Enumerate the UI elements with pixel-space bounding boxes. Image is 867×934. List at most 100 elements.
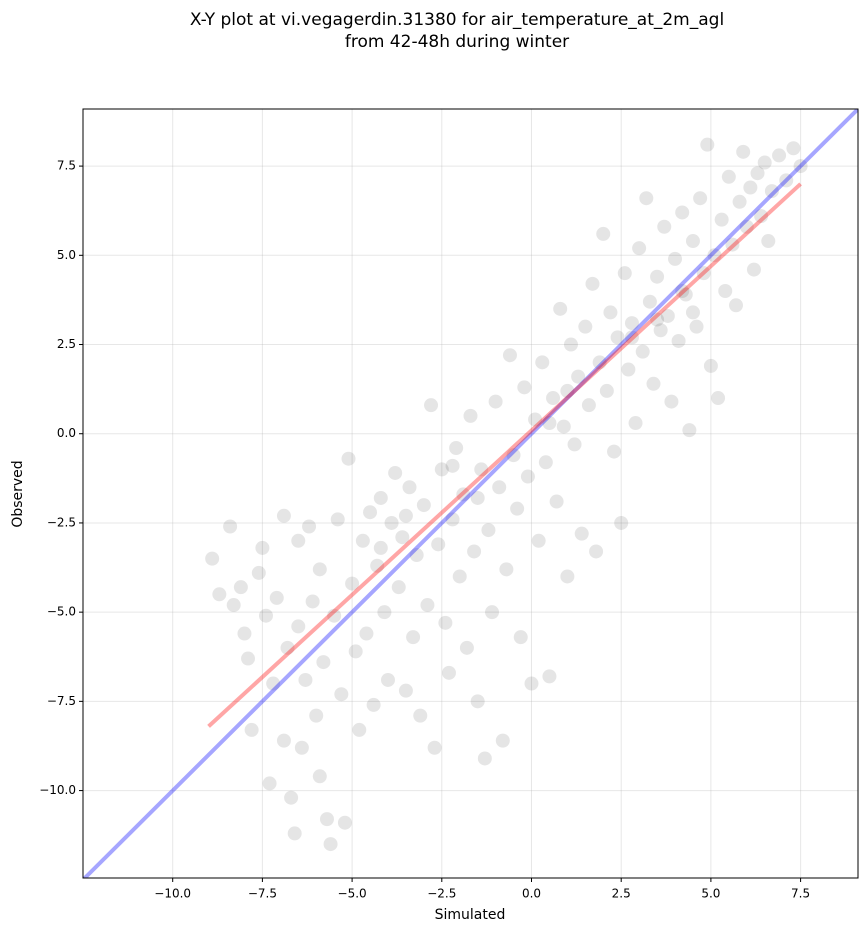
point: [474, 462, 489, 477]
point: [510, 501, 525, 516]
point: [675, 205, 690, 220]
line: [207, 182, 802, 728]
point: [614, 515, 629, 530]
point: [711, 391, 726, 406]
point: [678, 287, 693, 302]
point: [668, 251, 683, 266]
point: [628, 416, 643, 431]
point: [696, 266, 711, 281]
point: [287, 826, 302, 841]
point: [750, 166, 765, 181]
point: [424, 398, 439, 413]
point: [700, 137, 715, 152]
point: [352, 722, 367, 737]
point: [520, 469, 535, 484]
point: [449, 441, 464, 456]
point: [441, 665, 456, 680]
point: [223, 519, 238, 534]
point: [685, 234, 700, 249]
point: [528, 412, 543, 427]
point: [632, 241, 647, 256]
point: [427, 740, 442, 755]
point: [370, 558, 385, 573]
point: [276, 508, 291, 523]
x-tick-label: −7.5: [248, 887, 277, 901]
point: [675, 283, 690, 298]
point: [445, 512, 460, 527]
point: [617, 266, 632, 281]
point: [531, 533, 546, 548]
point: [431, 537, 446, 552]
point: [542, 416, 557, 431]
point: [237, 626, 252, 641]
y-tick-label: −2.5: [47, 515, 76, 529]
point: [456, 487, 471, 502]
point: [402, 480, 417, 495]
point: [377, 605, 392, 620]
point: [420, 598, 435, 613]
point: [319, 812, 334, 827]
point: [754, 209, 769, 224]
point: [294, 740, 309, 755]
point: [657, 219, 672, 234]
point: [477, 751, 492, 766]
point: [689, 319, 704, 334]
point: [334, 687, 349, 702]
point: [316, 655, 331, 670]
point: [660, 308, 675, 323]
point: [578, 319, 593, 334]
point: [258, 608, 273, 623]
point: [373, 540, 388, 555]
point: [492, 480, 507, 495]
point: [517, 380, 532, 395]
point: [585, 276, 600, 291]
point: [682, 423, 697, 438]
point: [395, 530, 410, 545]
point: [212, 587, 227, 602]
line: [83, 109, 858, 878]
point: [736, 144, 751, 159]
point: [266, 676, 281, 691]
point: [589, 544, 604, 559]
x-tick-label: −2.5: [427, 887, 456, 901]
point: [603, 305, 618, 320]
point: [506, 448, 521, 463]
point: [388, 465, 403, 480]
x-axis-label: Simulated: [435, 907, 506, 923]
point: [470, 694, 485, 709]
x-tick-label: −5.0: [338, 887, 367, 901]
axes-frame: [82, 108, 859, 879]
point: [624, 330, 639, 345]
point: [560, 569, 575, 584]
point: [495, 733, 510, 748]
point: [488, 394, 503, 409]
point: [779, 173, 794, 188]
point: [363, 505, 378, 520]
chart-title: from 42-48h during winter: [345, 32, 569, 52]
point: [452, 569, 467, 584]
point: [772, 148, 787, 163]
point: [366, 697, 381, 712]
point: [467, 544, 482, 559]
point: [707, 248, 722, 263]
point: [650, 269, 665, 284]
point: [305, 594, 320, 609]
point: [302, 519, 317, 534]
point: [241, 651, 256, 666]
y-tick-label: 2.5: [57, 337, 76, 351]
point: [341, 451, 356, 466]
point: [718, 283, 733, 298]
point: [757, 155, 772, 170]
point: [607, 444, 622, 459]
point: [284, 790, 299, 805]
point: [380, 672, 395, 687]
point: [459, 640, 474, 655]
point: [434, 462, 449, 477]
point: [327, 608, 342, 623]
point: [653, 323, 668, 338]
point: [413, 708, 428, 723]
point: [416, 498, 431, 513]
point: [345, 576, 360, 591]
point: [549, 494, 564, 509]
